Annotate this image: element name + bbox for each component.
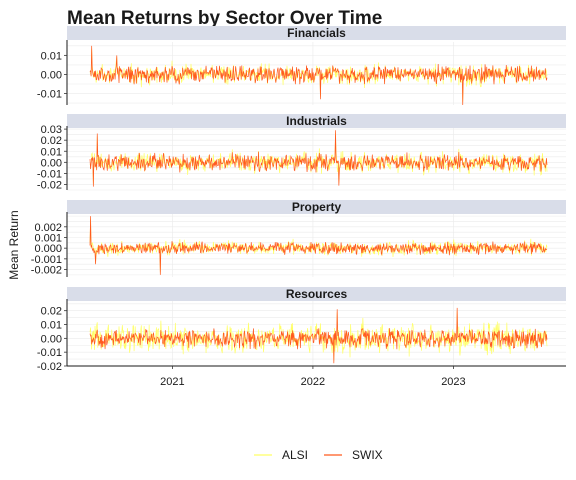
x-tick-label: 2021 [160,376,184,388]
y-tick-label: -0.01 [37,168,62,180]
y-tick-label: 0.000 [34,243,62,255]
facet-strip [67,287,566,301]
series-line-swix [89,216,548,275]
y-tick-label: -0.01 [37,347,62,359]
y-tick-label: -0.01 [37,89,62,101]
y-tick-label: -0.02 [37,179,62,191]
x-tick-label: 2023 [441,376,465,388]
series-line-swix [89,45,548,106]
panel-financials: Financials 0.01 0.00 -0.01 [37,26,566,106]
y-tick-label: -0.001 [31,254,62,266]
y-tick-label: 0.02 [41,135,62,147]
y-tick-label: 0.001 [34,232,62,244]
facet-strip [67,26,566,40]
y-tick-label: 0.00 [41,157,62,169]
facet-panels: Financials0.010.00-0.01Industrials0.030.… [31,26,566,373]
y-tick-label: 0.002 [34,222,62,234]
y-tick-label: 0.02 [41,306,62,318]
y-axis-title: Mean Return [7,210,21,279]
facet-strip [67,114,566,128]
x-tick-label: 2022 [301,376,325,388]
facet-strip-label: Financials [287,26,346,40]
y-tick-label: 0.01 [41,320,62,332]
legend-label-swix: SWIX [352,448,383,462]
y-tick-label: -0.002 [31,265,62,277]
y-tick-label: 0.01 [41,146,62,158]
y-tick-label: 0.00 [41,333,62,345]
panel-industrials: Industrials 0.030.020.010.00-0.01-0.02 [37,114,566,191]
chart-title: Mean Returns by Sector Over Time [67,8,382,29]
y-tick-label: 0.03 [41,124,62,136]
y-tick-label: 0.01 [41,50,62,62]
x-axis: 2021 2022 2023 [67,365,566,388]
panel-resources: Resources 0.02 0.010.00 -0.01 -0.02 [37,287,566,373]
facet-strip-label: Property [292,200,342,214]
series-line-swix [89,130,548,187]
legend-label-alsi: ALSI [282,448,308,462]
facet-strip-label: Resources [286,287,348,301]
series-line-swix [89,307,548,364]
y-tick-label: -0.02 [37,361,62,373]
facet-strip [67,200,566,214]
facet-strip-label: Industrials [286,114,347,128]
y-tick-label: 0.00 [41,69,62,81]
legend: ALSI SWIX [254,448,383,462]
